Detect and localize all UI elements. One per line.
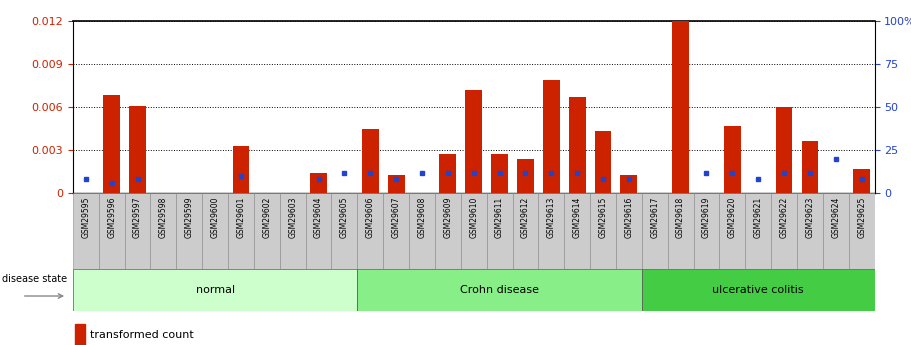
Bar xyxy=(854,169,870,193)
Text: GSM29604: GSM29604 xyxy=(314,197,323,238)
Bar xyxy=(513,193,538,269)
Bar xyxy=(823,193,849,269)
Bar xyxy=(384,193,409,269)
Text: GSM29624: GSM29624 xyxy=(831,197,840,238)
Bar xyxy=(73,269,357,310)
Text: GSM29607: GSM29607 xyxy=(392,197,401,238)
Bar xyxy=(517,159,534,193)
Bar xyxy=(543,80,559,193)
Bar xyxy=(254,193,280,269)
Bar xyxy=(620,175,638,193)
Bar xyxy=(232,146,250,193)
Bar xyxy=(357,193,384,269)
Bar xyxy=(388,175,404,193)
Bar xyxy=(129,106,146,193)
Bar xyxy=(724,126,741,193)
Text: GSM29621: GSM29621 xyxy=(753,197,763,238)
Text: GSM29622: GSM29622 xyxy=(780,197,789,238)
Bar xyxy=(642,193,668,269)
Bar xyxy=(362,129,379,193)
Text: GSM29606: GSM29606 xyxy=(366,197,374,238)
Bar xyxy=(538,193,564,269)
Text: GSM29595: GSM29595 xyxy=(81,197,90,238)
Bar xyxy=(672,21,689,193)
Text: GSM29616: GSM29616 xyxy=(624,197,633,238)
Bar xyxy=(802,141,818,193)
Bar xyxy=(98,193,125,269)
Bar xyxy=(797,193,823,269)
Text: GSM29612: GSM29612 xyxy=(521,197,530,238)
Text: GSM29625: GSM29625 xyxy=(857,197,866,238)
Bar xyxy=(202,193,228,269)
Bar xyxy=(150,193,177,269)
Bar xyxy=(771,193,797,269)
Text: ulcerative colitis: ulcerative colitis xyxy=(712,285,804,295)
Bar xyxy=(466,90,482,193)
Text: GSM29609: GSM29609 xyxy=(444,197,453,238)
Text: GSM29602: GSM29602 xyxy=(262,197,271,238)
Bar xyxy=(357,269,642,310)
Bar xyxy=(439,155,456,193)
Bar xyxy=(125,193,150,269)
Text: GSM29601: GSM29601 xyxy=(237,197,245,238)
Text: GSM29597: GSM29597 xyxy=(133,197,142,238)
Bar xyxy=(849,193,875,269)
Text: GSM29620: GSM29620 xyxy=(728,197,737,238)
Bar xyxy=(103,96,120,193)
Text: GSM29613: GSM29613 xyxy=(547,197,556,238)
Bar xyxy=(745,193,771,269)
Text: GSM29596: GSM29596 xyxy=(107,197,117,238)
Text: GSM29603: GSM29603 xyxy=(288,197,297,238)
Bar xyxy=(642,269,875,310)
Bar xyxy=(228,193,254,269)
Bar xyxy=(616,193,642,269)
Text: GSM29617: GSM29617 xyxy=(650,197,660,238)
Text: normal: normal xyxy=(196,285,235,295)
Bar xyxy=(775,107,793,193)
Bar xyxy=(305,193,332,269)
Bar xyxy=(720,193,745,269)
Text: Crohn disease: Crohn disease xyxy=(460,285,539,295)
Bar xyxy=(332,193,357,269)
Text: GSM29623: GSM29623 xyxy=(805,197,814,238)
Text: GSM29605: GSM29605 xyxy=(340,197,349,238)
Bar xyxy=(486,193,513,269)
Bar xyxy=(280,193,305,269)
Bar xyxy=(668,193,693,269)
Text: GSM29599: GSM29599 xyxy=(185,197,194,238)
Bar xyxy=(409,193,435,269)
Text: GSM29608: GSM29608 xyxy=(417,197,426,238)
Text: GSM29611: GSM29611 xyxy=(495,197,504,238)
Bar xyxy=(73,193,98,269)
Bar xyxy=(461,193,486,269)
Text: GSM29614: GSM29614 xyxy=(573,197,581,238)
Text: GSM29619: GSM29619 xyxy=(702,197,711,238)
Bar xyxy=(693,193,720,269)
Bar xyxy=(590,193,616,269)
Text: GSM29610: GSM29610 xyxy=(469,197,478,238)
Bar xyxy=(75,324,86,345)
Bar xyxy=(310,173,327,193)
Bar xyxy=(491,155,508,193)
Bar xyxy=(564,193,590,269)
Bar xyxy=(435,193,461,269)
Bar xyxy=(595,131,611,193)
Bar xyxy=(568,97,586,193)
Text: disease state: disease state xyxy=(2,275,67,284)
Text: GSM29598: GSM29598 xyxy=(159,197,168,238)
Text: GSM29615: GSM29615 xyxy=(599,197,608,238)
Text: GSM29618: GSM29618 xyxy=(676,197,685,238)
Text: GSM29600: GSM29600 xyxy=(210,197,220,238)
Text: transformed count: transformed count xyxy=(90,330,194,340)
Bar xyxy=(177,193,202,269)
